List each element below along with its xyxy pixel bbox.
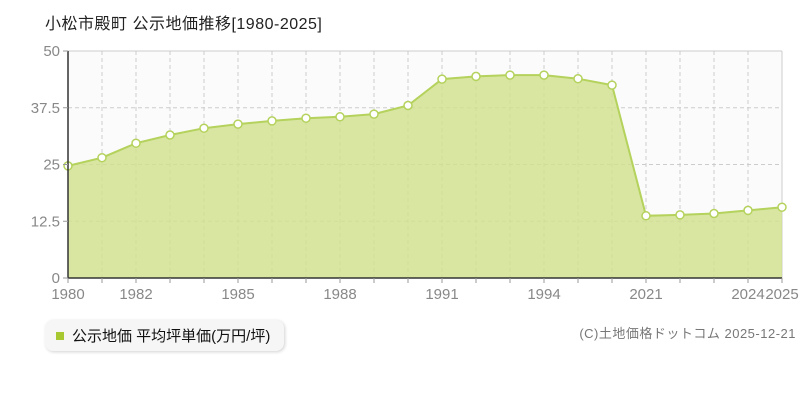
x-axis-tick-label: 1994 xyxy=(527,286,560,303)
x-axis-tick-label: 2025 xyxy=(765,286,798,303)
legend-series-label: 公示地価 平均坪単価(万円/坪) xyxy=(72,328,271,345)
x-axis-tick-label: 1980 xyxy=(51,286,84,303)
x-axis-tick-label: 1982 xyxy=(119,286,152,303)
page-title: 小松市殿町 公示地価推移[1980-2025] xyxy=(45,16,323,33)
copyright-text: (C)土地価格ドットコム 2025-12-21 xyxy=(579,326,796,341)
y-axis-tick-label: 37.5 xyxy=(31,100,60,117)
x-axis-tick-label: 2021 xyxy=(629,286,662,303)
x-axis-tick-label: 2024 xyxy=(731,286,764,303)
y-axis-tick-label: 50 xyxy=(43,43,60,60)
y-axis-tick-label: 0 xyxy=(52,270,60,287)
x-axis-tick-label: 1991 xyxy=(425,286,458,303)
legend-series-marker-icon xyxy=(56,331,64,340)
y-axis-tick-label: 12.5 xyxy=(31,213,60,230)
legend: 公示地価 平均坪単価(万円/坪) xyxy=(45,320,285,351)
x-axis-tick-label: 1985 xyxy=(221,286,254,303)
x-axis-tick-label: 1988 xyxy=(323,286,356,303)
y-axis-tick-label: 25 xyxy=(43,157,60,174)
